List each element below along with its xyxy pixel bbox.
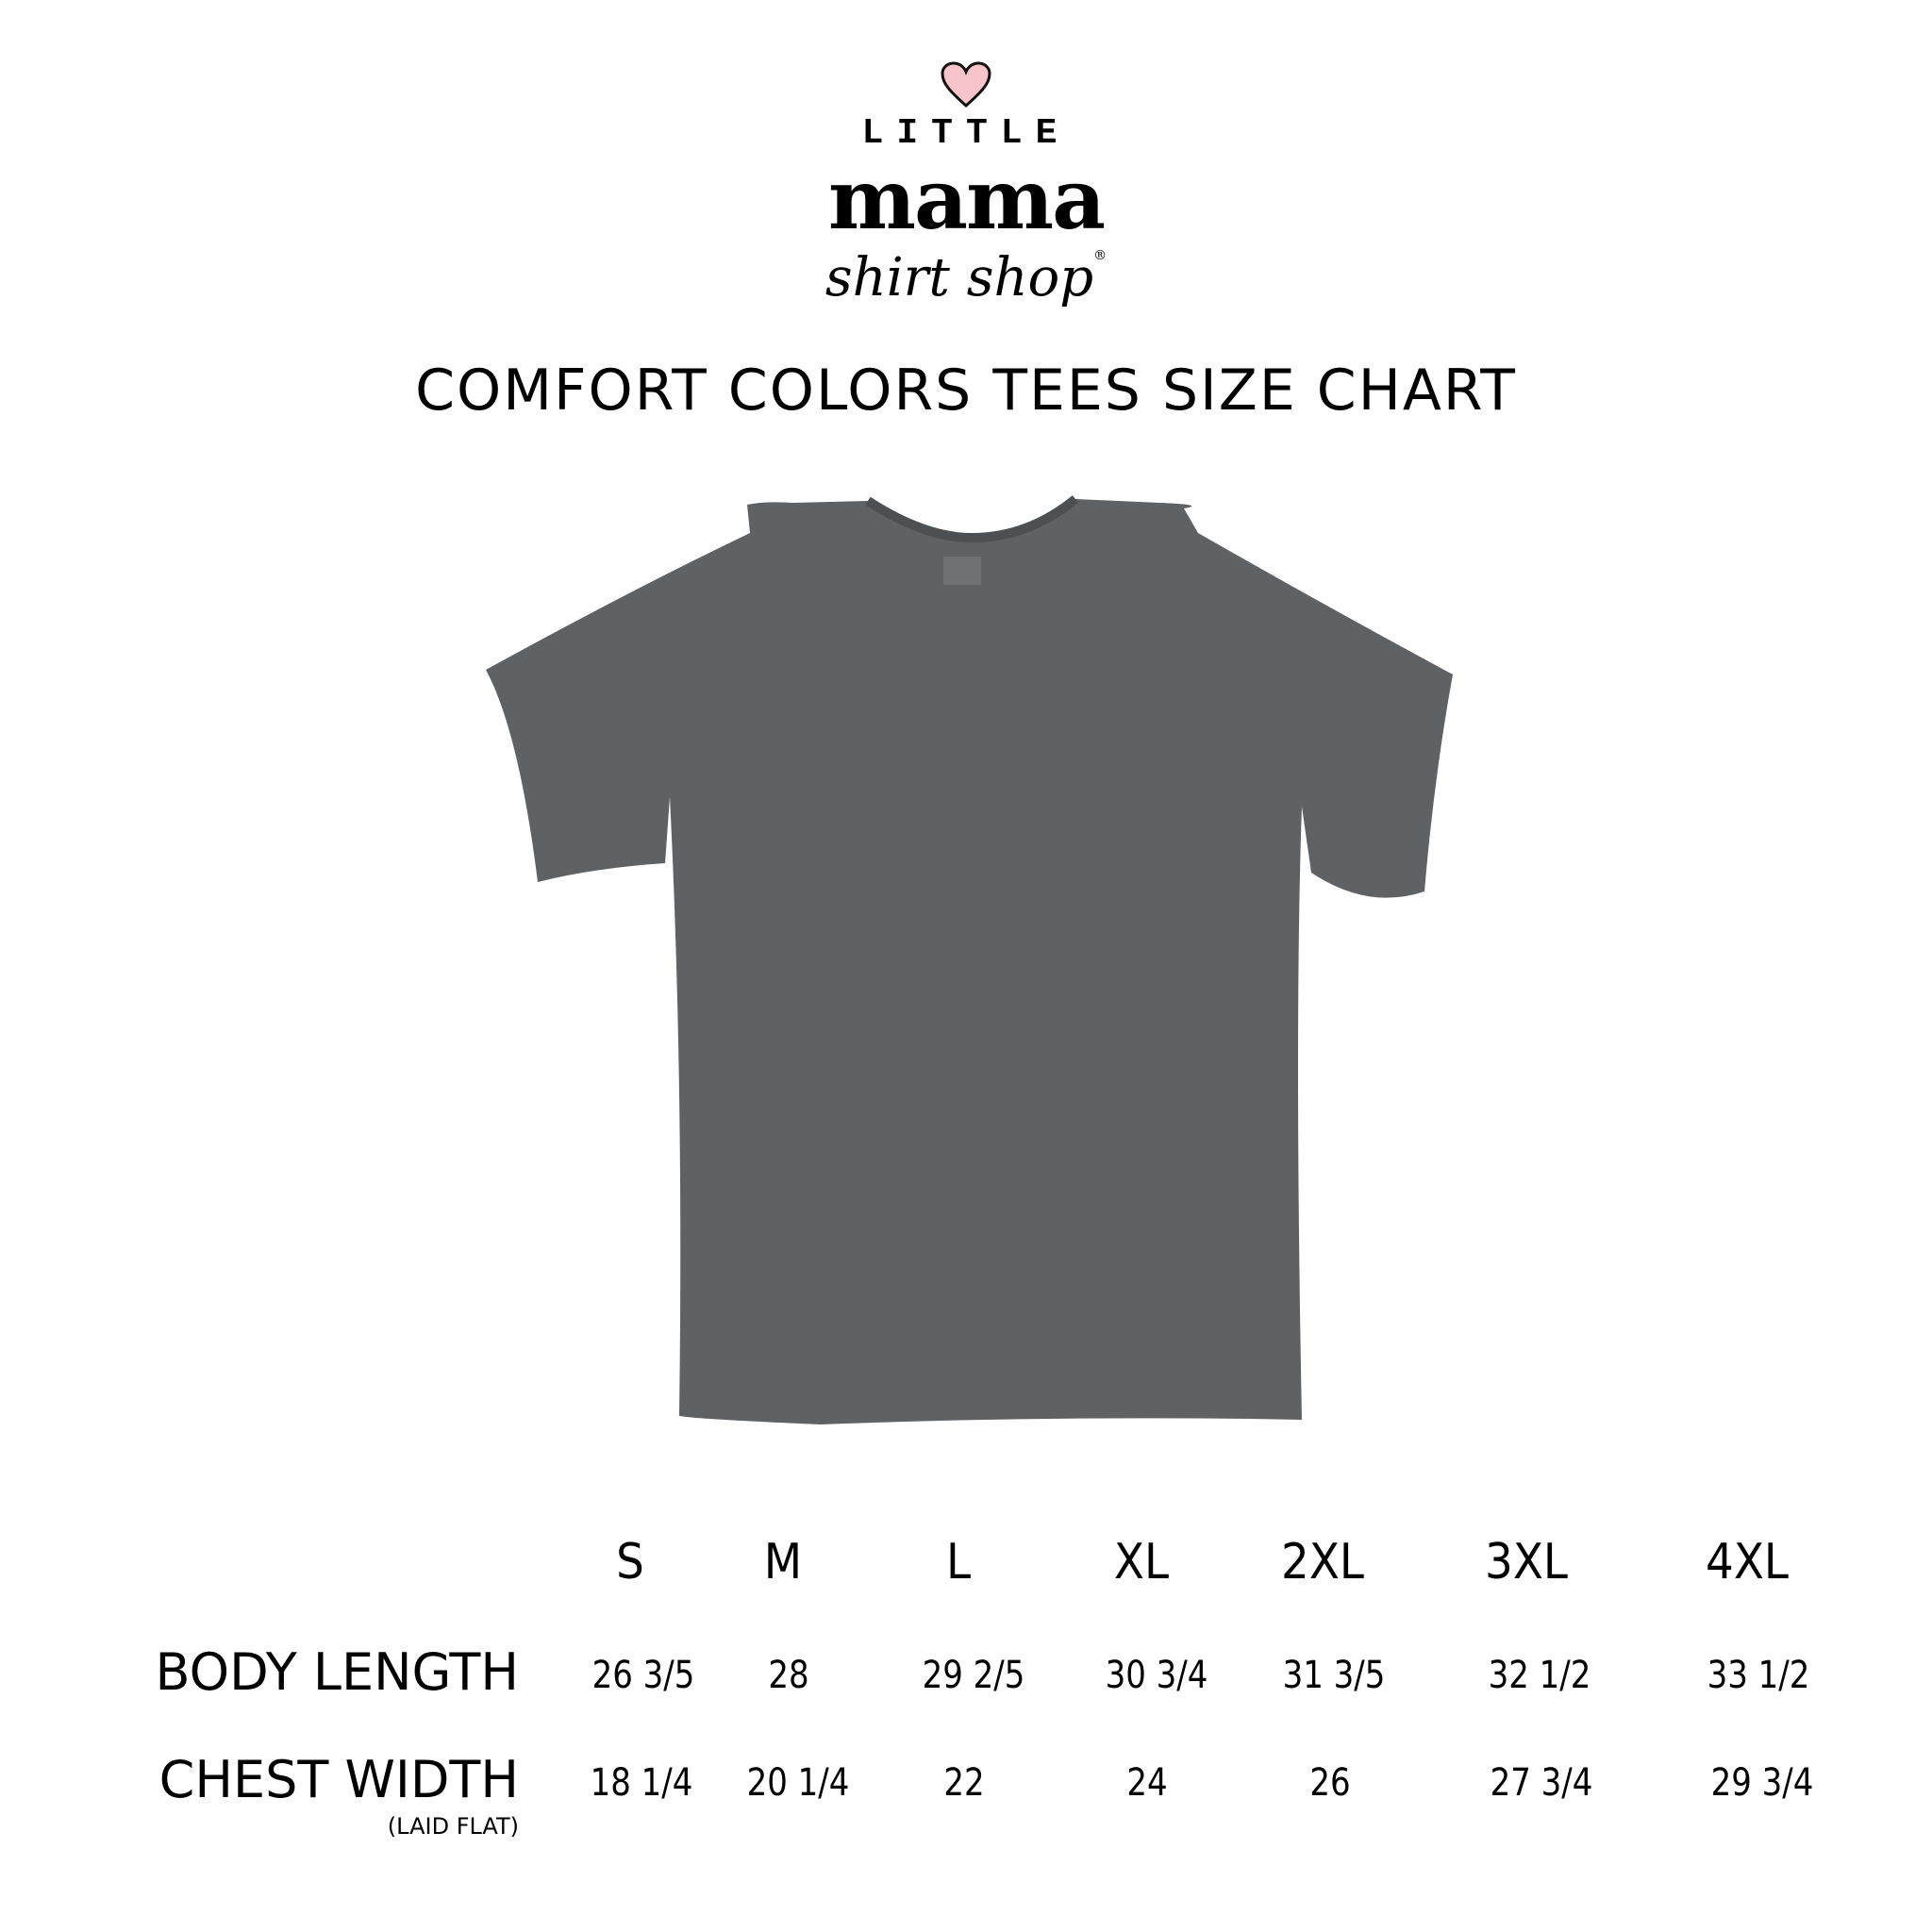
chest-width-3xl: 27 3/4 [1490, 1761, 1593, 1805]
heart-icon [941, 61, 991, 108]
tshirt-image [486, 495, 1453, 1424]
body-length-s: 26 3/5 [591, 1654, 695, 1697]
page-title: COMFORT COLORS TEES SIZE CHART [415, 358, 1517, 424]
chest-width-2xl: 26 [1309, 1761, 1351, 1805]
chest-width-xl: 24 [1126, 1761, 1168, 1805]
body-length-m: 28 [768, 1654, 809, 1697]
chest-width-l: 22 [943, 1761, 985, 1805]
logo-shirt-shop: shirt shop® [777, 249, 1155, 308]
chest-width-4xl: 29 3/4 [1710, 1761, 1814, 1805]
row-label-chest-width: CHEST WIDTH [158, 1750, 519, 1809]
registered-mark: ® [1093, 248, 1108, 263]
size-header-2xl: 2XL [1281, 1534, 1364, 1591]
size-header-m: M [763, 1534, 803, 1591]
logo-mama: mama [827, 150, 1106, 248]
brand-logo: LITTLE mama shirt shop® [777, 57, 1155, 330]
size-header-s: S [616, 1534, 644, 1591]
chest-width-s: 18 1/4 [590, 1761, 693, 1805]
body-length-l: 29 2/5 [922, 1654, 1025, 1697]
size-header-3xl: 3XL [1485, 1534, 1568, 1591]
shirt-label [943, 557, 981, 585]
size-header-l: L [945, 1534, 972, 1591]
body-length-4xl: 33 1/2 [1707, 1654, 1810, 1697]
row-label-body-length: BODY LENGTH [155, 1642, 520, 1702]
body-length-3xl: 32 1/2 [1488, 1654, 1591, 1697]
body-length-2xl: 31 3/5 [1282, 1654, 1386, 1697]
row-sublabel-laid-flat: (LAID FLAT) [387, 1813, 519, 1840]
size-header-4xl: 4XL [1706, 1534, 1789, 1591]
size-header-xl: XL [1113, 1534, 1170, 1591]
chest-width-m: 20 1/4 [746, 1761, 850, 1805]
logo-little: LITTLE [861, 113, 1071, 154]
logo-shop-text: shirt shop [824, 247, 1094, 308]
body-length-xl: 30 3/4 [1105, 1654, 1208, 1697]
